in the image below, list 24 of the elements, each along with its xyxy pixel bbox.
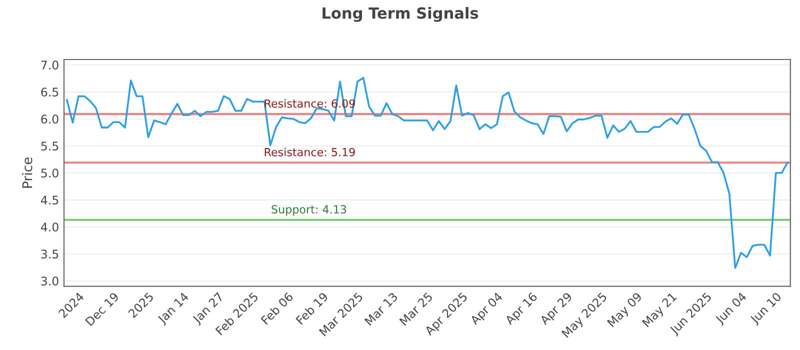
y-axis-title: Price: [22, 158, 32, 188]
y-tick-label: 5.0: [41, 168, 58, 178]
y-tick-label: 4.0: [40, 222, 58, 232]
x-tick-label: Dec 19: [84, 292, 120, 326]
y-tick-label: 6.0: [41, 114, 58, 124]
x-tick-label: Jun 04: [714, 292, 749, 326]
ref-line-label: Resistance: 5.19: [264, 148, 355, 156]
x-tick-label: Feb 06: [260, 292, 294, 325]
x-tick-label: Feb 19: [295, 292, 328, 325]
y-tick-label: 6.5: [41, 88, 58, 97]
y-tick-label: 3.5: [41, 250, 58, 259]
x-tick-label: Apr 04: [469, 292, 505, 327]
x-tick-label: Apr 16: [504, 292, 540, 327]
y-tick-label: 3.0: [41, 276, 58, 286]
x-tick-label: Jun 10: [749, 292, 784, 326]
chart-title: Long Term Signals: [322, 7, 478, 22]
ref-line-label: Support: 4.13: [272, 205, 346, 216]
x-tick-label: Mar 13: [364, 292, 398, 326]
y-tick-label: 7.0: [41, 60, 58, 70]
x-tick-label: Mar 25: [399, 292, 433, 326]
x-tick-label: Jan 14: [156, 292, 191, 326]
y-tick-label: 4.5: [40, 196, 58, 205]
line-series: [66, 76, 788, 269]
y-tick-label: 5.5: [41, 142, 58, 151]
